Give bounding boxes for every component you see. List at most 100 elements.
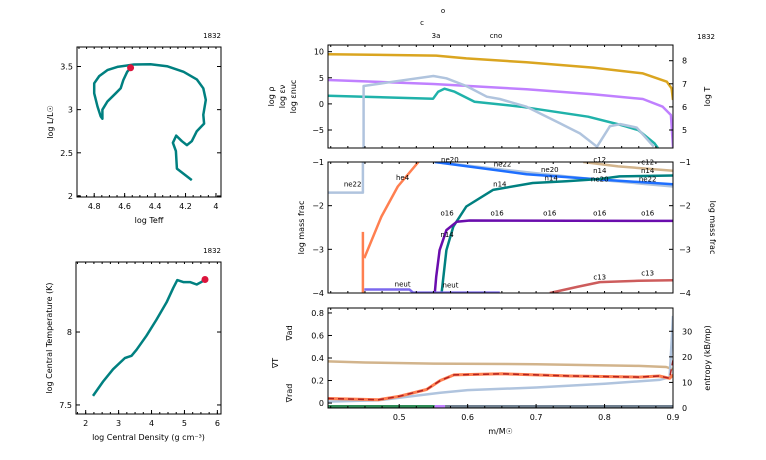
hr-panel: 4.8 4.6 4.4 4.2 4 2 2.5 3 3.5 1832 log Teff log L/L… xyxy=(46,32,222,225)
y2-tick-label: 0 xyxy=(682,404,687,413)
y2-tick-label: 6 xyxy=(682,103,687,112)
burning-label: cno xyxy=(490,32,503,40)
series-line-c13 xyxy=(549,279,673,293)
y-tick-label: 7.5 xyxy=(59,401,72,410)
abundance-label: c12 xyxy=(641,159,654,167)
series-line-grad-rad xyxy=(328,372,673,402)
series-line-he4 xyxy=(363,162,420,259)
y-tick-label: 10 xyxy=(314,48,324,57)
y-tick-label: −5 xyxy=(312,126,324,135)
abundance-label: o16 xyxy=(543,210,557,218)
y2-tick-label: 8 xyxy=(682,57,687,66)
series-line-log-t xyxy=(328,52,673,101)
plot-frame xyxy=(76,46,222,198)
y-tick-label: 0.8 xyxy=(311,309,324,318)
y2-tick-label: −2 xyxy=(679,202,691,211)
abundance-label: n14 xyxy=(493,180,507,188)
y2-tick-label: 30 xyxy=(682,327,692,336)
x-tick-label: 4 xyxy=(149,419,154,428)
x-tick-label: 6 xyxy=(215,419,220,428)
abundance-label: n14 xyxy=(641,167,655,175)
series-line-log-eps-nuc xyxy=(362,74,655,148)
burning-label: o xyxy=(441,7,445,15)
series-line-o16 xyxy=(433,219,673,293)
x-tick-label: 0.6 xyxy=(461,413,474,422)
y-tick-label: 3.5 xyxy=(60,63,73,72)
x-axis-label: log Teff xyxy=(135,216,164,225)
y2-tick-label: 10 xyxy=(682,378,692,387)
x-tick-label: 0.5 xyxy=(393,413,406,422)
plot-frame xyxy=(327,161,674,294)
abundance-label: o16 xyxy=(641,210,655,218)
y-tick-label: 0.6 xyxy=(311,331,324,340)
abundance-label: ne20 xyxy=(591,175,609,183)
abundance-label: n14 xyxy=(440,231,454,239)
model-number: 1832 xyxy=(203,32,221,40)
abundance-label: ne22 xyxy=(494,160,512,168)
model-number: 1832 xyxy=(203,247,221,255)
y-axis-label: log εnuc xyxy=(289,80,298,114)
y-tick-label: 0 xyxy=(319,399,324,408)
y-axis-label: ∇T xyxy=(271,358,280,369)
y-tick-label: −2 xyxy=(312,202,324,211)
plot-frame xyxy=(75,261,222,415)
series-line-n14 xyxy=(440,174,673,293)
abundance-label: o16 xyxy=(593,210,607,218)
burning-label: 3a xyxy=(432,32,441,40)
y-tick-label: −1 xyxy=(312,158,324,167)
y-tick-label: −4 xyxy=(312,289,324,298)
mixing-region xyxy=(328,405,435,408)
y-axis-label: log ρ xyxy=(267,87,276,107)
x-axis-label: m/M☉ xyxy=(488,427,513,436)
x-tick-label: 3 xyxy=(116,419,121,428)
y2-tick-label: 20 xyxy=(682,353,692,362)
trho-panel: 2 3 4 5 6 7.5 8 1832 log Central Density (g cm⁻³… xyxy=(45,247,222,442)
series-line-ne22 xyxy=(328,162,365,194)
burning-label: c xyxy=(420,19,424,27)
plot-area xyxy=(328,162,673,293)
y-axis-label: ∇rad xyxy=(285,384,294,404)
y-tick-label: 3 xyxy=(68,106,73,115)
x-tick-label: 0.9 xyxy=(667,413,680,422)
mixing-region xyxy=(434,405,446,408)
abundance-label: ne22 xyxy=(344,180,362,188)
x-tick-label: 4.4 xyxy=(149,202,162,211)
y-tick-label: 2.5 xyxy=(60,149,73,158)
plot-area xyxy=(328,315,673,408)
y-tick-label: 2 xyxy=(68,192,73,201)
x-tick-label: 5 xyxy=(182,419,187,428)
x-tick-label: 4 xyxy=(213,202,218,211)
y-axis-label: ∇ad xyxy=(285,325,294,341)
y2-axis-label: log T xyxy=(703,87,712,107)
y-tick-label: 0 xyxy=(319,100,324,109)
current-model-marker xyxy=(201,276,209,284)
abundance-label: he4 xyxy=(396,174,410,182)
x-tick-label: 2 xyxy=(83,419,88,428)
x-axis-label: log Central Density (g cm⁻³) xyxy=(92,433,205,442)
series-line-grad-ad xyxy=(328,360,673,371)
y2-tick-label: −3 xyxy=(679,245,691,254)
y-axis-label: log L/L☉ xyxy=(46,105,55,139)
series-line-neut xyxy=(364,288,500,293)
y-axis-label: log mass frac xyxy=(297,201,306,255)
abundance-label: ne22 xyxy=(639,176,657,184)
current-model-marker xyxy=(127,64,135,72)
series-line-grad-t xyxy=(328,360,673,401)
x-tick-label: 0.7 xyxy=(530,413,543,422)
y-tick-label: 0.2 xyxy=(311,377,324,386)
abundance-label: ne20 xyxy=(441,156,459,164)
model-number: 1832 xyxy=(697,33,715,41)
y-tick-label: −3 xyxy=(312,245,324,254)
abundance-label: c13 xyxy=(593,273,606,281)
y-tick-label: 5 xyxy=(319,74,324,83)
series-line-ne20 xyxy=(434,162,673,186)
abundance-label: n14 xyxy=(593,167,607,175)
profile-grad-panel: 0.5 0.6 0.7 0.8 0.900.20.40.60.80102030m/M☉∇… xyxy=(271,307,712,436)
series-line-track xyxy=(91,278,206,397)
x-tick-label: 0.8 xyxy=(598,413,611,422)
abundance-label: o16 xyxy=(490,210,504,218)
plot-frame xyxy=(327,44,674,149)
x-tick-label: 4.2 xyxy=(179,202,192,211)
